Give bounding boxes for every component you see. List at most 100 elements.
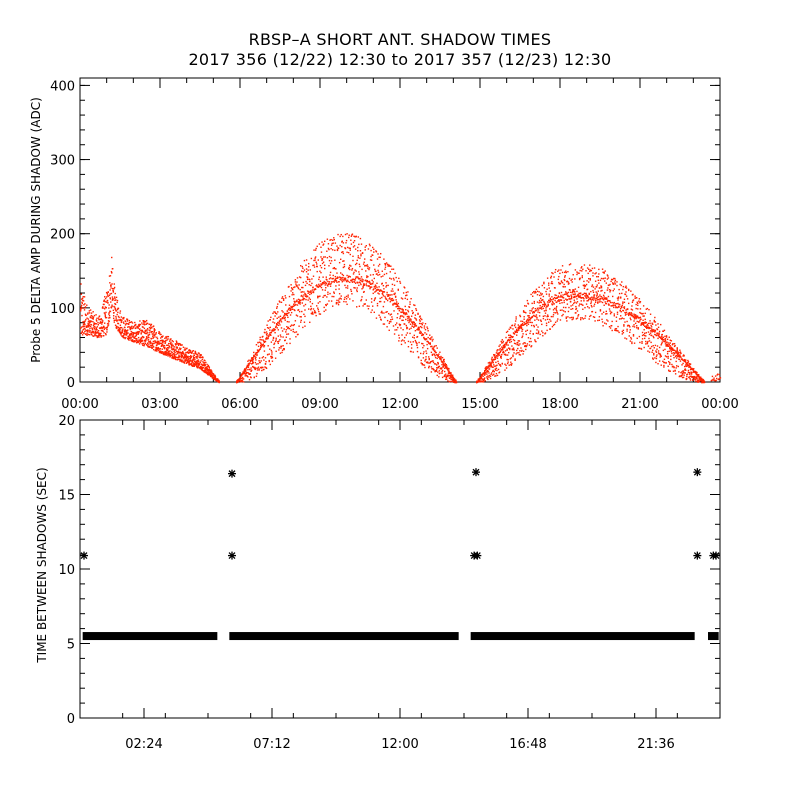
amp-data-point	[679, 375, 681, 377]
amp-data-point	[415, 319, 418, 321]
amp-data-point	[388, 298, 390, 300]
amp-data-point	[107, 301, 109, 304]
amp-data-point	[414, 339, 417, 342]
amp-data-point	[599, 309, 602, 311]
amp-data-point	[168, 347, 170, 349]
amp-data-point	[643, 346, 645, 349]
amp-data-point	[497, 362, 500, 365]
amp-data-point	[530, 340, 532, 343]
amp-data-point	[144, 339, 146, 342]
amp-data-point	[314, 249, 317, 251]
amp-data-point	[537, 337, 539, 339]
amp-data-point	[521, 335, 524, 337]
amp-data-point	[381, 296, 383, 299]
amp-data-point	[295, 303, 297, 306]
amp-data-point	[389, 320, 391, 323]
amp-data-point	[602, 271, 604, 274]
amp-data-point	[210, 369, 212, 371]
amp-data-point	[540, 292, 542, 294]
amp-data-point	[150, 346, 152, 348]
amp-data-point	[108, 275, 111, 277]
amp-data-point	[657, 337, 659, 340]
amp-data-point	[142, 323, 144, 326]
amp-data-point	[191, 352, 193, 354]
amp-data-point	[365, 283, 367, 285]
amp-data-point	[374, 291, 376, 293]
amp-data-point	[324, 264, 326, 266]
amp-data-point	[156, 337, 159, 340]
amp-data-point	[160, 351, 162, 353]
amp-data-point	[189, 351, 191, 354]
amp-data-point	[677, 350, 679, 353]
amp-data-point	[436, 347, 438, 349]
amp-data-point	[345, 301, 347, 303]
amp-data-point	[686, 365, 689, 367]
amp-data-point	[295, 283, 297, 285]
amp-data-point	[359, 265, 361, 268]
amp-data-point	[333, 295, 335, 298]
amp-data-point	[287, 333, 290, 335]
amp-data-point	[531, 316, 533, 319]
amp-data-point	[397, 302, 399, 305]
amp-data-point	[420, 322, 422, 325]
amp-data-point	[93, 326, 95, 328]
amp-data-point	[538, 286, 540, 288]
amp-data-point	[482, 381, 485, 383]
amp-data-point	[402, 308, 404, 311]
amp-data-point	[289, 308, 292, 310]
amp-data-point	[690, 375, 692, 377]
amp-data-point	[628, 335, 630, 337]
amp-data-point	[170, 343, 172, 345]
amp-data-point	[597, 298, 599, 301]
amp-data-point	[194, 350, 196, 353]
amp-data-point	[654, 333, 656, 336]
amp-data-point	[142, 342, 145, 345]
amp-data-point	[284, 316, 286, 319]
amp-data-point	[424, 323, 427, 325]
amp-data-point	[690, 367, 692, 370]
amp-data-point	[85, 318, 87, 321]
amp-data-point	[519, 327, 522, 329]
amp-data-point	[395, 276, 397, 279]
amp-data-point	[313, 249, 315, 251]
amp-data-point	[386, 293, 388, 296]
baseline-bar	[82, 632, 218, 641]
amp-data-point	[173, 356, 175, 358]
amp-data-point	[192, 358, 195, 360]
amp-data-point	[670, 340, 673, 342]
amp-data-point	[161, 352, 163, 354]
amp-data-point	[393, 333, 396, 335]
amp-data-point	[434, 363, 437, 365]
amp-data-point	[637, 308, 639, 310]
amp-data-point	[539, 304, 541, 307]
amp-data-point	[653, 321, 655, 323]
amp-data-point	[155, 331, 157, 334]
amp-data-point	[667, 357, 669, 359]
amp-data-point	[158, 341, 160, 343]
amp-data-point	[616, 311, 619, 314]
amp-data-point	[186, 359, 188, 361]
amp-data-point	[276, 317, 278, 319]
amp-data-point	[441, 370, 443, 373]
amp-data-point	[536, 316, 538, 319]
amp-data-point	[158, 342, 160, 344]
amp-data-point	[348, 267, 350, 270]
amp-data-point	[365, 265, 367, 267]
amp-data-point	[409, 341, 412, 343]
amp-data-point	[309, 301, 311, 303]
amp-data-point	[131, 325, 133, 327]
amp-data-point	[632, 335, 635, 337]
amp-data-point	[296, 315, 299, 317]
amp-data-point	[354, 269, 356, 271]
amp-data-point	[597, 302, 599, 304]
amp-data-point	[687, 359, 689, 362]
amp-data-point	[629, 331, 631, 334]
amp-data-point	[239, 379, 241, 381]
amp-data-point	[360, 243, 363, 245]
amp-data-point	[548, 284, 550, 286]
amp-data-point	[93, 335, 95, 337]
amp-data-point	[83, 322, 86, 324]
amp-data-point	[661, 337, 663, 339]
amp-data-point	[366, 305, 369, 307]
amp-data-point	[399, 317, 401, 320]
